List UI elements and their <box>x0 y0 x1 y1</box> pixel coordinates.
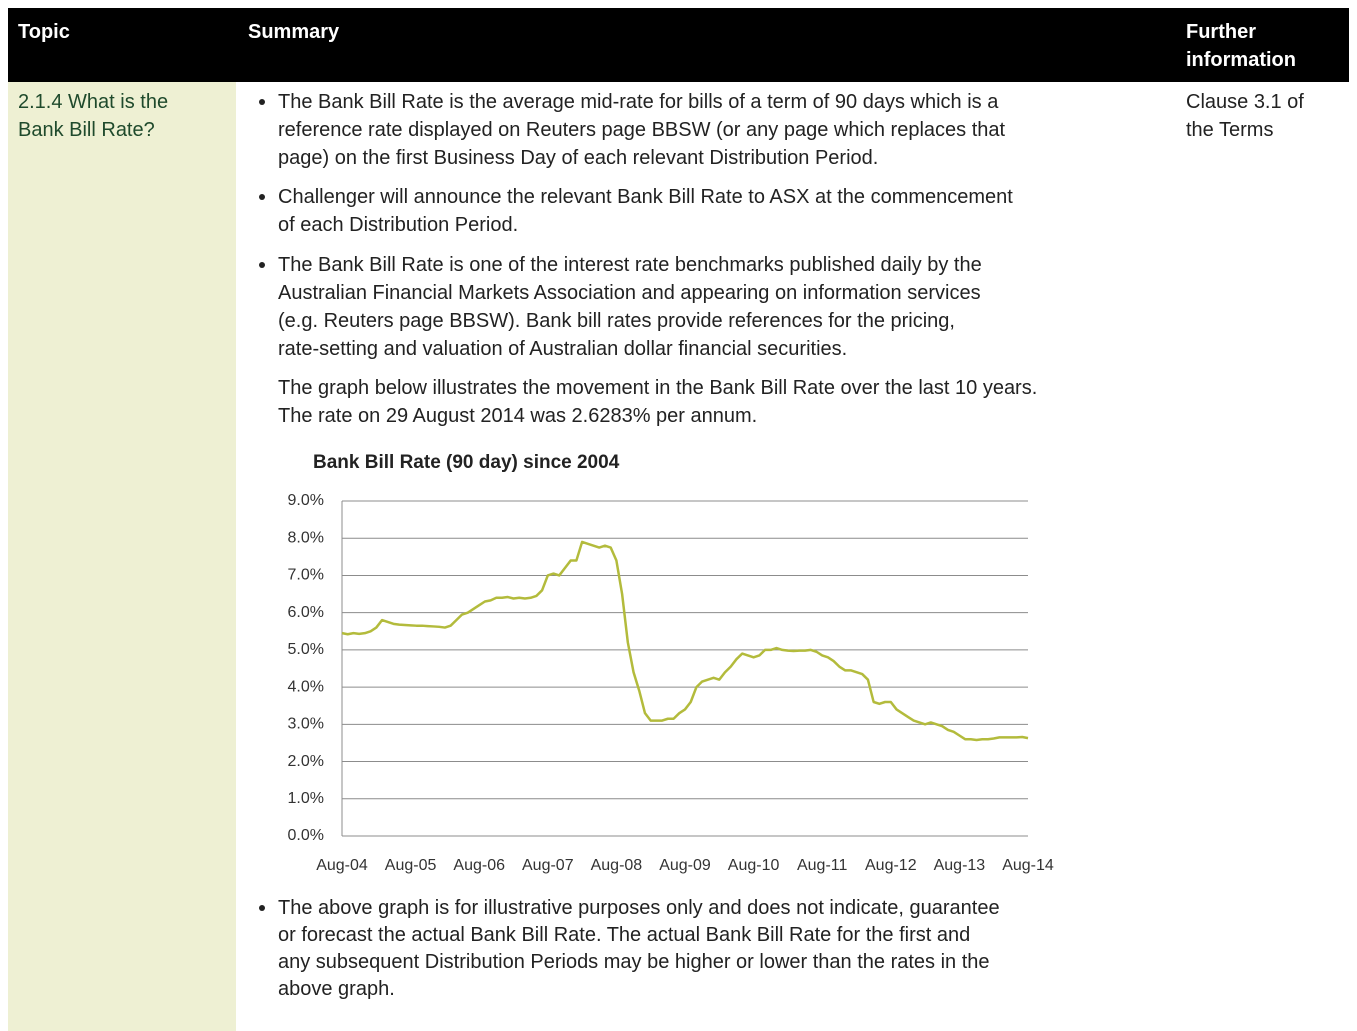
x-tick-label: Aug-09 <box>659 857 711 874</box>
x-tick-label: Aug-12 <box>865 857 917 874</box>
header-cell: information <box>1186 49 1296 71</box>
y-tick-label: 1.0% <box>288 790 324 807</box>
bullet-line: rate-setting and valuation of Australian… <box>278 338 848 360</box>
x-tick-label: Aug-04 <box>316 857 368 874</box>
x-tick-label: Aug-14 <box>1002 857 1054 874</box>
x-tick-label: Aug-10 <box>728 857 780 874</box>
y-tick-label: 7.0% <box>288 567 324 584</box>
y-tick-label: 4.0% <box>288 678 324 695</box>
header-cell: Topic <box>18 21 70 43</box>
header-cell: Further <box>1186 21 1256 43</box>
chart-title: Bank Bill Rate (90 day) since 2004 <box>313 452 620 473</box>
paragraph-line: The graph below illustrates the movement… <box>278 377 1038 399</box>
x-tick-label: Aug-08 <box>591 857 643 874</box>
y-tick-label: 0.0% <box>288 827 324 844</box>
bullet-line: Challenger will announce the relevant Ba… <box>259 183 1013 211</box>
y-tick-label: 3.0% <box>288 716 324 733</box>
paragraph-line: The rate on 29 August 2014 was 2.6283% p… <box>278 405 758 427</box>
rate-line <box>341 540 1029 742</box>
y-tick-label: 5.0% <box>288 641 324 658</box>
bullet-line: or forecast the actual Bank Bill Rate. T… <box>278 924 971 946</box>
y-tick-label: 6.0% <box>288 604 324 621</box>
y-tick-label: 9.0% <box>288 492 324 509</box>
bullet-line: The Bank Bill Rate is the average mid-ra… <box>258 88 998 116</box>
y-tick-label: 8.0% <box>288 529 324 546</box>
bullet-line: page) on the first Business Day of each … <box>278 147 879 169</box>
bullet-line: of each Distribution Period. <box>278 214 519 236</box>
bullet-line: Australian Financial Markets Association… <box>278 282 981 304</box>
bullet-line: above graph. <box>278 978 395 1000</box>
bullet-line: (e.g. Reuters page BBSW). Bank bill rate… <box>278 310 955 332</box>
x-tick-label: Aug-11 <box>797 857 848 874</box>
further-text: the Terms <box>1186 119 1274 141</box>
bullet-line: reference rate displayed on Reuters page… <box>278 119 1006 141</box>
bullet-line: The Bank Bill Rate is one of the interes… <box>259 251 982 279</box>
topic-column <box>8 82 236 1031</box>
header-bar <box>8 8 1349 82</box>
bullet-line: any subsequent Distribution Periods may … <box>278 951 990 973</box>
x-tick-label: Aug-06 <box>453 857 505 874</box>
x-tick-label: Aug-05 <box>385 857 437 874</box>
further-text: Clause 3.1 of <box>1186 91 1304 113</box>
y-tick-label: 2.0% <box>288 753 324 770</box>
topic-text: 2.1.4 What is the <box>18 91 169 113</box>
topic-text: Bank Bill Rate? <box>18 119 155 141</box>
x-tick-label: Aug-13 <box>934 857 986 874</box>
bullet-line: The above graph is for illustrative purp… <box>259 894 1000 922</box>
header-cell: Summary <box>248 21 340 43</box>
x-tick-label: Aug-07 <box>522 857 574 874</box>
